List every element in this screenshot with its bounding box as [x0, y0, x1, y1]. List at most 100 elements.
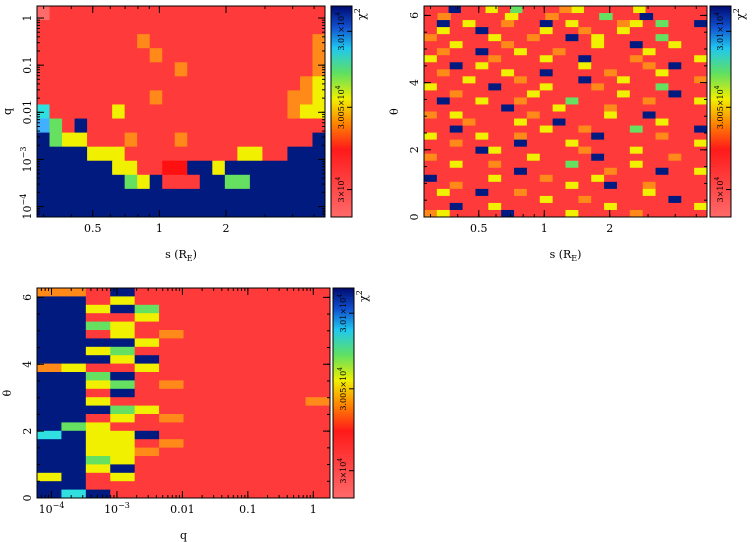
colorbar-label: χ2: [353, 8, 368, 20]
heatmap-cell: [642, 111, 656, 119]
heatmap-cell: [526, 83, 541, 91]
heatmap-cell: [305, 388, 331, 398]
heatmap-cell: [475, 111, 489, 119]
heatmap-cell: [526, 76, 541, 84]
heatmap-cell: [655, 111, 669, 119]
heatmap-cell: [591, 139, 605, 148]
heatmap-cell: [74, 160, 88, 176]
heatmap-cell: [124, 118, 138, 133]
heatmap-cell: [694, 209, 708, 218]
heatmap-cell: [187, 146, 201, 162]
heatmap-cell: [488, 209, 502, 218]
colorbar-tick-label: 3.005×104: [335, 85, 346, 129]
heatmap-cell: [207, 405, 233, 415]
x-tick-label: 10−4: [39, 501, 65, 516]
heatmap-cell: [62, 104, 75, 119]
heatmap-cell: [539, 34, 554, 42]
heatmap-cell: [61, 456, 87, 465]
y-tick-label: 0: [21, 495, 34, 502]
y-tick-label-sup: −3: [19, 147, 28, 159]
heatmap-cell: [110, 363, 136, 373]
heatmap-cell: [212, 160, 226, 176]
heatmap-cell: [642, 125, 656, 133]
heatmap-cell: [85, 456, 111, 465]
heatmap-cell: [232, 397, 258, 406]
heatmap-cell: [565, 195, 579, 204]
heatmap-cell: [488, 139, 502, 148]
heatmap-cell: [305, 430, 331, 440]
heatmap-cell: [668, 76, 682, 84]
heatmap-cell: [501, 34, 515, 42]
x-tick-label: 1: [310, 503, 317, 516]
heatmap-cell: [110, 296, 136, 306]
heatmap-cell: [224, 188, 238, 204]
heatmap-cell: [256, 296, 282, 306]
heatmap-cell: [87, 188, 101, 204]
heatmap-cell: [488, 111, 502, 119]
heatmap-cell: [629, 27, 644, 35]
heatmap-cell: [124, 20, 138, 35]
heatmap-cell: [134, 405, 160, 415]
heatmap-cell: [629, 48, 644, 56]
heatmap-cell: [110, 380, 136, 390]
heatmap-cell: [85, 414, 111, 423]
heatmap-cell: [85, 397, 111, 406]
heatmap-cell: [591, 90, 605, 98]
heatmap-cell: [501, 55, 515, 63]
heatmap-cell: [694, 76, 708, 84]
heatmap-cell: [629, 97, 644, 105]
heatmap-cell: [134, 456, 160, 465]
heatmap-cell: [642, 90, 656, 98]
heatmap-cell: [642, 160, 656, 169]
heatmap-cell: [424, 90, 438, 98]
heatmap-cell: [449, 34, 463, 42]
heatmap-cell: [449, 125, 463, 133]
heatmap-cell: [262, 188, 276, 204]
heatmap-cell: [137, 90, 151, 105]
heatmap-cell: [488, 90, 502, 98]
heatmap-cell: [37, 464, 62, 474]
heatmap-cell: [187, 104, 201, 119]
heatmap-cell: [37, 388, 62, 398]
heatmap-cell: [681, 111, 695, 119]
heatmap-cell: [539, 48, 554, 56]
heatmap-cell: [281, 330, 306, 339]
heatmap-cell: [37, 160, 50, 176]
heatmap-cell: [85, 321, 111, 331]
heatmap-cell: [424, 83, 438, 91]
heatmap-cell: [449, 188, 463, 197]
heatmap-cell: [61, 405, 87, 415]
heatmap-cell: [162, 118, 176, 133]
heatmap-cell: [629, 202, 644, 211]
heatmap-cell: [110, 372, 136, 381]
heatmap-cell: [183, 439, 209, 448]
heatmap-cell: [61, 313, 87, 322]
heatmap-cell: [565, 167, 579, 176]
heatmap-cell: [526, 118, 541, 126]
y-axis-label: θ: [388, 108, 401, 115]
heatmap-cell: [462, 62, 476, 70]
heatmap-cell: [501, 90, 515, 98]
heatmap-cell: [475, 202, 489, 211]
heatmap-cell: [212, 202, 226, 218]
heatmap-cell: [552, 76, 566, 84]
heatmap-cell: [449, 209, 463, 218]
heatmap-cell: [475, 62, 489, 70]
heatmap-cell: [87, 202, 101, 218]
heatmap-cell: [99, 118, 113, 133]
heatmap-cell: [514, 174, 528, 183]
heatmap-cell: [552, 153, 566, 162]
heatmap-cell: [237, 118, 251, 133]
heatmap-cell: [642, 97, 656, 105]
heatmap-cell: [187, 202, 201, 218]
heatmap-cell: [488, 125, 502, 133]
heatmap-cell: [591, 160, 605, 169]
heatmap-cell: [424, 181, 438, 190]
y-tick-label-text: 1: [21, 15, 34, 22]
heatmap-cell: [305, 313, 331, 322]
heatmap-cell: [61, 288, 87, 297]
heatmap-cell: [655, 27, 669, 35]
heatmap-cell: [37, 48, 50, 63]
heatmap-cell: [629, 188, 644, 197]
heatmap-cell: [159, 321, 184, 331]
